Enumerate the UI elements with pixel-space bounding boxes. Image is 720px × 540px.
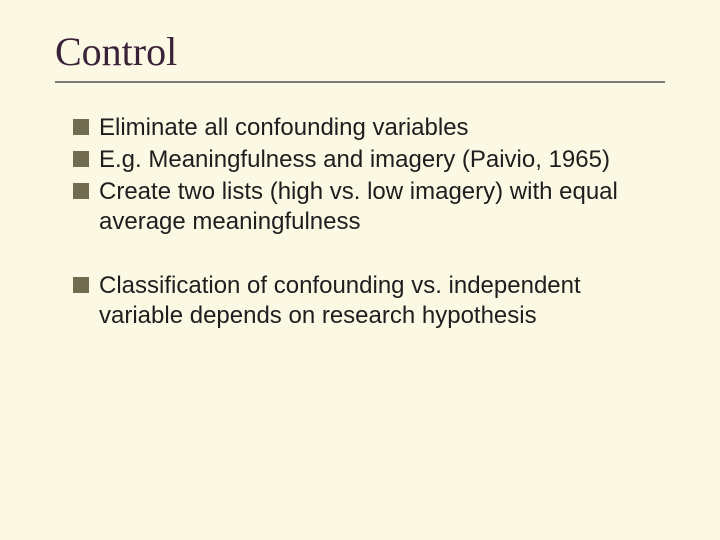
- list-item: E.g. Meaningfulness and imagery (Paivio,…: [73, 145, 665, 175]
- bullet-text: Create two lists (high vs. low imagery) …: [99, 177, 665, 237]
- square-bullet-icon: [73, 151, 89, 167]
- list-item: Classification of confounding vs. indepe…: [73, 271, 665, 331]
- group-spacer: [73, 239, 665, 271]
- bullet-text: E.g. Meaningfulness and imagery (Paivio,…: [99, 145, 665, 175]
- slide-title: Control: [55, 28, 665, 75]
- slide: Control Eliminate all confounding variab…: [0, 0, 720, 540]
- square-bullet-icon: [73, 277, 89, 293]
- title-underline: [55, 81, 665, 83]
- slide-body: Eliminate all confounding variables E.g.…: [55, 113, 665, 331]
- bullet-text: Classification of confounding vs. indepe…: [99, 271, 665, 331]
- bullet-text: Eliminate all confounding variables: [99, 113, 665, 143]
- list-item: Eliminate all confounding variables: [73, 113, 665, 143]
- square-bullet-icon: [73, 183, 89, 199]
- square-bullet-icon: [73, 119, 89, 135]
- list-item: Create two lists (high vs. low imagery) …: [73, 177, 665, 237]
